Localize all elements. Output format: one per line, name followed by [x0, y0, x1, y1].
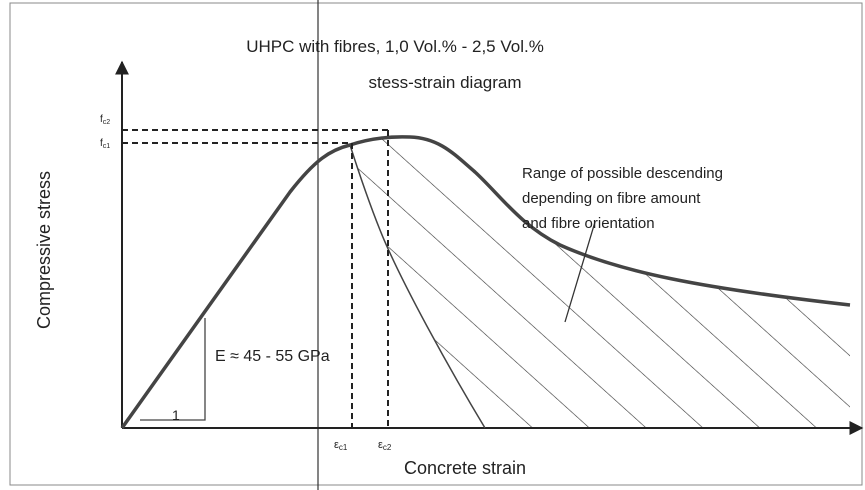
reference-lines [122, 129, 390, 428]
slope-triangle [140, 318, 206, 421]
lower-curve [349, 144, 486, 429]
title-line: UHPC with fibres, 1,0 Vol.% - 2,5 Vol.% [246, 37, 544, 56]
frame [9, 2, 863, 486]
annotation-line: depending on fibre amount [522, 190, 701, 207]
y-axis-label: Compressive stress [34, 171, 54, 329]
strain-label: εc1 [334, 439, 348, 452]
stress-label: fc2 [100, 114, 110, 126]
annotation-line: Range of possible descending [522, 165, 723, 182]
annotation-line: and fibre orientation [522, 215, 655, 232]
pointer-line [564, 221, 596, 323]
slope-unit: 1 [172, 407, 180, 423]
title-line: stess-strain diagram [368, 73, 521, 92]
x-axis-label: Concrete strain [404, 458, 526, 478]
upper-curve [120, 135, 851, 430]
hatched-range [350, 136, 850, 428]
stress-label: fc1 [100, 138, 110, 150]
modulus-label: E ≈ 45 - 55 GPa [215, 348, 330, 365]
strain-label: εc2 [378, 439, 392, 452]
